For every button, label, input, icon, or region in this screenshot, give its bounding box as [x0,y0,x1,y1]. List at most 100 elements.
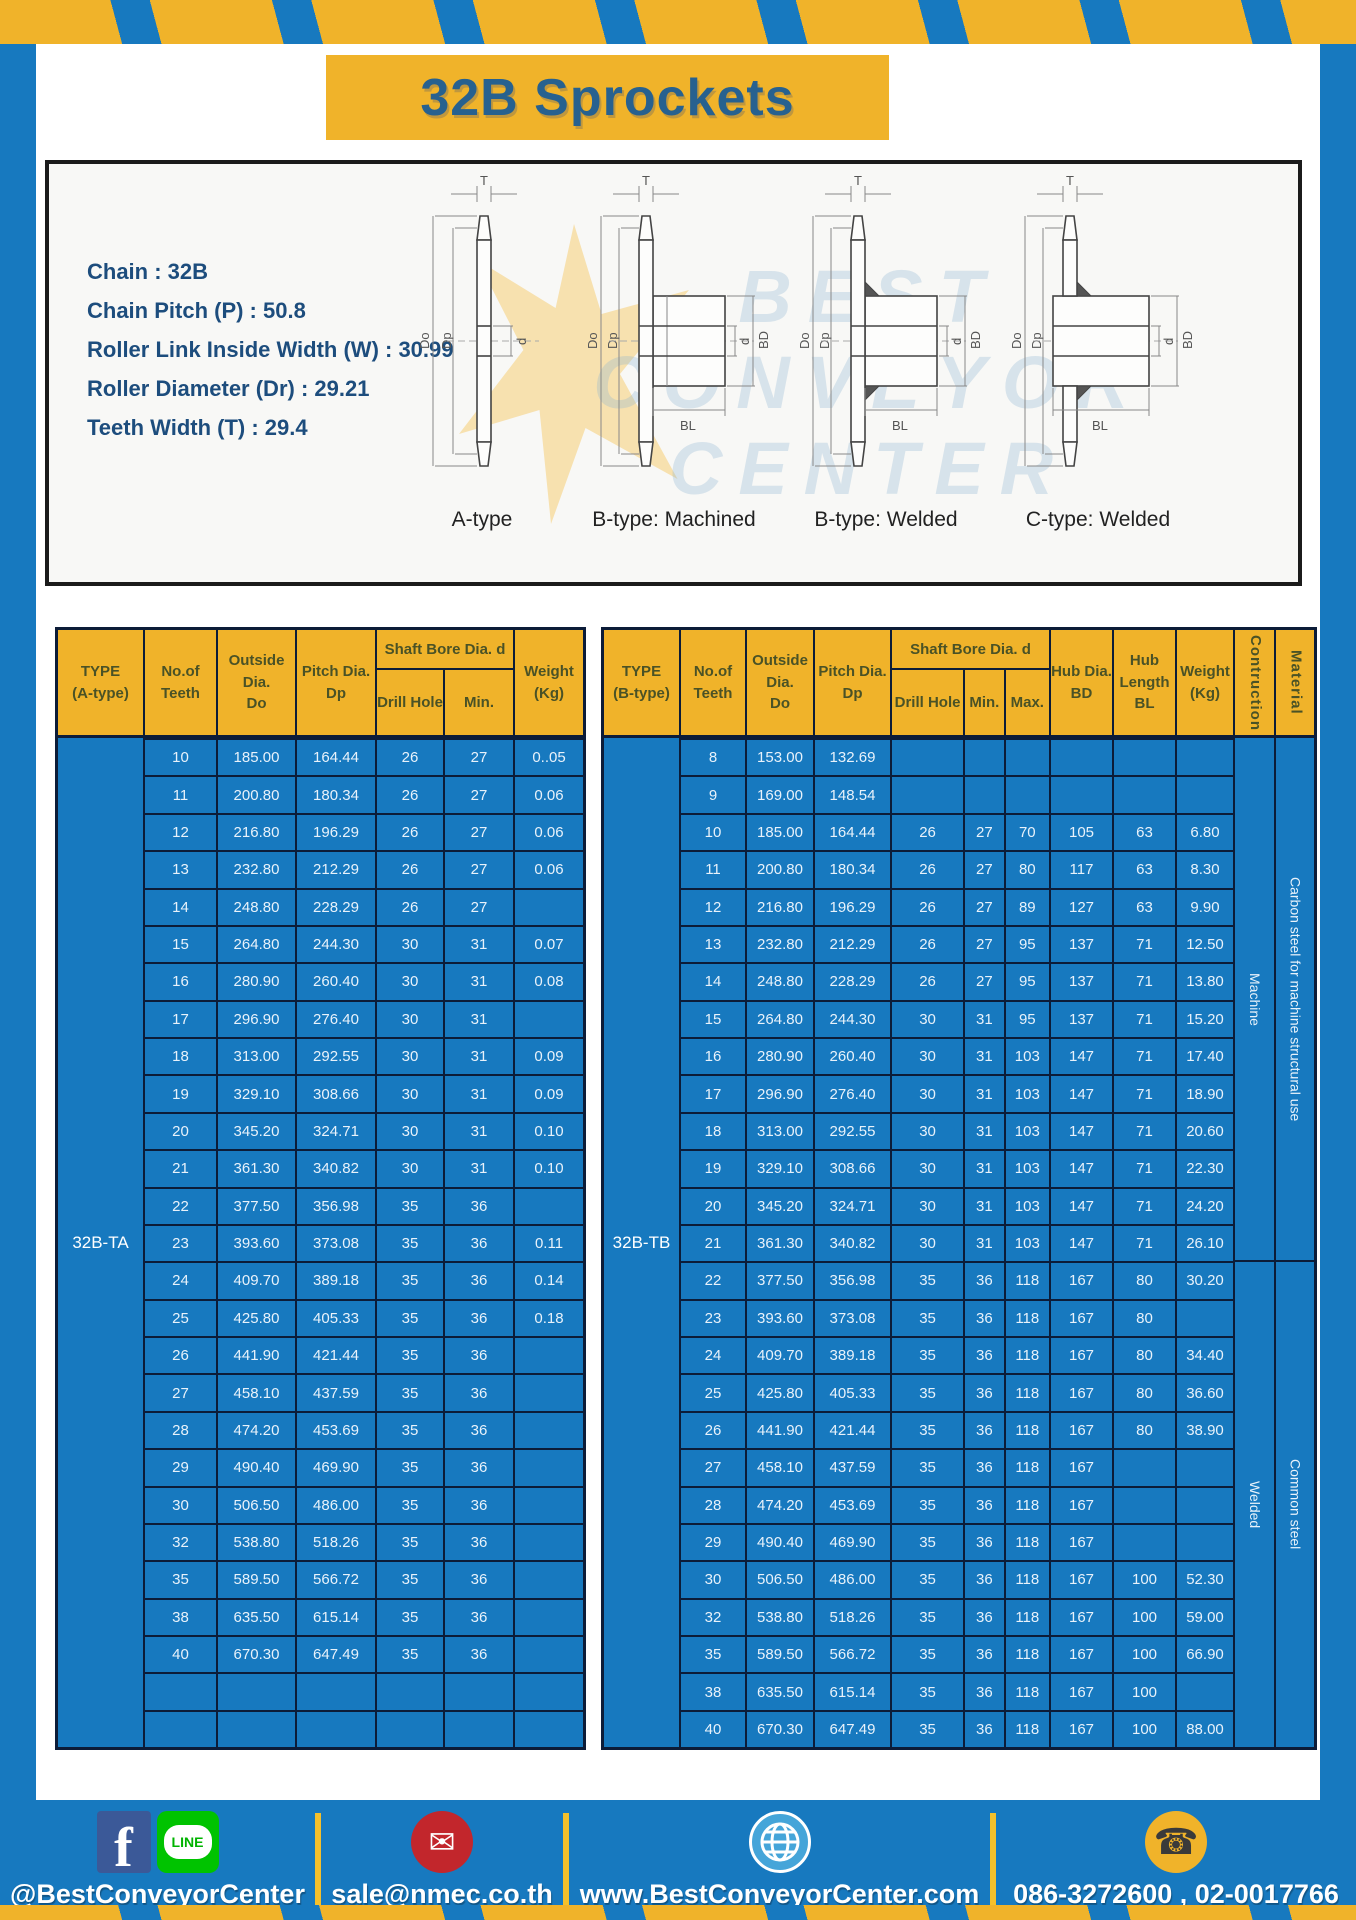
outside-dia-cell: 216.80 [218,812,295,850]
teeth-cell: 15 [145,924,216,962]
teeth-cell: 14 [145,887,216,925]
outside-dia-cell: 458.10 [218,1373,295,1410]
pitch-dia-cell: 132.69 [815,738,890,775]
min-cell: 36 [445,1223,513,1261]
contact-footer: f LINE @BestConveyorCenter ✉ sale@nmec.c… [0,1800,1356,1920]
drill-hole-cell: 35 [892,1298,964,1336]
teeth-cell: 16 [681,1037,745,1074]
hub-length-cell: 63 [1114,887,1175,925]
drill-hole-cell: 35 [892,1336,964,1373]
min-cell: 31 [445,999,513,1037]
min-cell: 31 [965,1149,1004,1186]
teeth-cell: 21 [681,1223,745,1261]
min-header: Min. [445,670,513,738]
min-cell: 36 [965,1709,1004,1747]
hub-length-cell [1114,1448,1175,1485]
social-handle[interactable]: @BestConveyorCenter [10,1879,305,1909]
min-cell: 36 [965,1410,1004,1448]
website-url[interactable]: www.BestConveyorCenter.com [579,1879,980,1909]
title-banner: 32B Sprockets [326,55,889,140]
hub-dia-cell: 167 [1051,1448,1112,1485]
outside-dia-cell: 216.80 [747,887,813,925]
hub-length-cell [1114,738,1175,775]
teeth-cell: 11 [681,850,745,887]
max-cell: 118 [1005,1336,1050,1373]
hub-dia-cell: 167 [1051,1672,1112,1709]
outside-dia-cell: 313.00 [747,1111,813,1149]
min-cell: 36 [445,1448,513,1485]
min-cell: 31 [445,1149,513,1186]
drill-hole-cell: 26 [377,812,444,850]
drill-hole-cell: 35 [892,1522,964,1560]
type-value: 32B-TB [612,1232,671,1252]
pitch-dia-cell: 486.00 [815,1560,890,1597]
footer-email-section: ✉ sale@nmec.co.th [321,1800,563,1920]
col-teeth-b: No.of Teeth 8 9 10 11 12 13 14 15 16 17 18 19 20 21 22… [679,630,745,1747]
max-cell: 95 [1005,999,1050,1037]
hub-length-cell: 71 [1114,999,1175,1037]
outside-dia-cell: 458.10 [747,1448,813,1485]
weight-cell: 0.18 [515,1298,583,1336]
weight-cell [515,1597,583,1635]
spec-line: Chain Pitch (P) : 50.8 [87,298,306,323]
teeth-cell: 18 [145,1037,216,1074]
pitch-dia-cell: 518.26 [815,1597,890,1635]
col-drill-hole-b: Drill Hole 26 26 26 26 26 30 30 30 30 30 30 30 35 35 3… [892,670,964,1747]
mail-icon[interactable]: ✉ [411,1811,473,1873]
col-max-b: Max. 70 80 89 95 95 95 103 103 103 103 103 103 118 11… [1003,670,1050,1747]
outside-dia-cell: 425.80 [218,1298,295,1336]
teeth-cell: 35 [145,1560,216,1597]
pitch-dia-cell: 615.14 [815,1672,890,1709]
hub-length-cell: 71 [1114,1149,1175,1186]
weight-cell: 15.20 [1177,999,1233,1037]
page-content: 32B Sprockets BEST CONVEYOR CENTER Chain… [36,44,1320,1800]
globe-icon[interactable] [748,1811,811,1873]
shaft-bore-header: Shaft Bore Dia. d [892,630,1049,670]
min-cell: 36 [445,1410,513,1448]
max-cell [1005,738,1050,775]
phone-icon[interactable]: ☎ [1145,1811,1207,1873]
teeth-cell: 10 [145,738,216,775]
teeth-cell: 21 [145,1149,216,1186]
max-cell: 80 [1005,850,1050,887]
colgroup-shaft-bore-a: Shaft Bore Dia. d Drill Hole 26 26 26 26 26 3… [375,630,513,1747]
outside-dia-cell: 506.50 [747,1560,813,1597]
hub-length-header: Hub Length BL [1114,630,1175,738]
spec-line: Roller Diameter (Dr) : 29.21 [87,376,370,401]
outside-dia-cell: 409.70 [218,1261,295,1298]
outside-dia-cell: 232.80 [218,850,295,887]
phone-numbers[interactable]: 086-3272600 , 02-0017766 [1013,1879,1339,1909]
facebook-icon[interactable]: f [96,1811,151,1873]
svg-text:Do: Do [1009,332,1024,349]
weight-cell [1177,1672,1233,1709]
teeth-cell: 17 [145,999,216,1037]
weight-cell: 22.30 [1177,1149,1233,1186]
teeth-cell: 20 [145,1111,216,1149]
drill-hole-cell: 35 [377,1186,444,1224]
spec-line: Teeth Width (T) : 29.4 [87,415,308,440]
outside-dia-cell: 506.50 [218,1485,295,1523]
pitch-dia-cell [297,1672,375,1709]
drill-hole-header: Drill Hole [892,670,964,738]
min-cell: 36 [965,1373,1004,1410]
weight-cell [1177,738,1233,775]
footer-divider [990,1813,996,1907]
drill-hole-cell: 26 [892,962,964,999]
teeth-cell: 29 [681,1522,745,1560]
teeth-cell: 24 [681,1336,745,1373]
weight-cell: 0.11 [515,1223,583,1261]
spec-line: Chain : 32B [87,259,209,284]
svg-text:Do: Do [585,332,600,349]
email-address[interactable]: sale@nmec.co.th [331,1879,553,1909]
line-icon[interactable]: LINE [156,1811,219,1873]
teeth-cell: 23 [145,1223,216,1261]
teeth-cell: 13 [681,924,745,962]
pitch-dia-cell: 260.40 [297,962,375,999]
construction-header: Contruction [1235,630,1274,738]
min-cell: 36 [445,1373,513,1410]
outside-dia-cell: 169.00 [747,775,813,812]
type-value: 32B-TA [72,1232,129,1252]
min-cell: 36 [965,1672,1004,1709]
pitch-dia-cell: 180.34 [297,775,375,812]
weight-cell: 30.20 [1177,1261,1233,1298]
